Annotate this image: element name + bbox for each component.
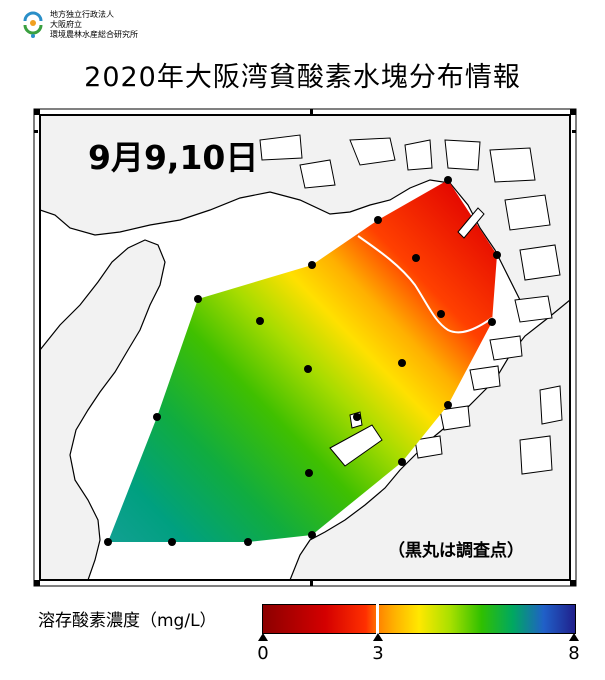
survey-station (168, 538, 176, 546)
survey-station (412, 254, 420, 262)
land-north (40, 115, 570, 331)
survey-station (104, 538, 112, 546)
survey-station (308, 531, 316, 539)
survey-station (308, 261, 316, 269)
land-awaji (40, 239, 166, 580)
organization-name-line: 環境農林水産総合研究所 (50, 30, 138, 39)
survey-station (398, 458, 406, 466)
organization-logo-icon (23, 11, 43, 38)
legend-threshold-marker (376, 604, 379, 634)
legend-tick-marker (569, 633, 579, 641)
port-pier (457, 207, 485, 239)
legend-tick-marker (373, 633, 383, 641)
contour-3mgl (357, 235, 493, 334)
organization-name-line: 大阪府立 (50, 20, 82, 29)
legend-title: 溶存酸素濃度（mg/L） (38, 611, 217, 631)
map-border (39, 114, 571, 581)
survey-station (153, 413, 161, 421)
survey-station (304, 365, 312, 373)
survey-station (194, 295, 202, 303)
airport-island (329, 424, 383, 467)
survey-station (256, 317, 264, 325)
survey-station (305, 469, 313, 477)
survey-station (353, 413, 361, 421)
survey-station (374, 216, 382, 224)
survey-station (488, 318, 496, 326)
legend-tick-label: 3 (372, 643, 384, 664)
legend-tick-marker (258, 633, 268, 641)
legend-tick-label: 0 (257, 643, 269, 664)
page-title: 2020年大阪湾貧酸素水塊分布情報 (84, 62, 521, 93)
organization-name-line: 地方独立行政法人 (50, 10, 114, 19)
survey-station (398, 359, 406, 367)
legend-tick-label: 8 (568, 643, 580, 664)
do-distribution-field (108, 180, 497, 542)
survey-station (444, 176, 452, 184)
survey-station (444, 401, 452, 409)
survey-station (493, 251, 501, 259)
legend-color-bar (262, 604, 576, 634)
survey-station (244, 538, 252, 546)
survey-station (437, 310, 445, 318)
survey-date-label: 9月9,10日 (88, 138, 259, 177)
station-note-label: （黒丸は調査点） (388, 541, 524, 561)
